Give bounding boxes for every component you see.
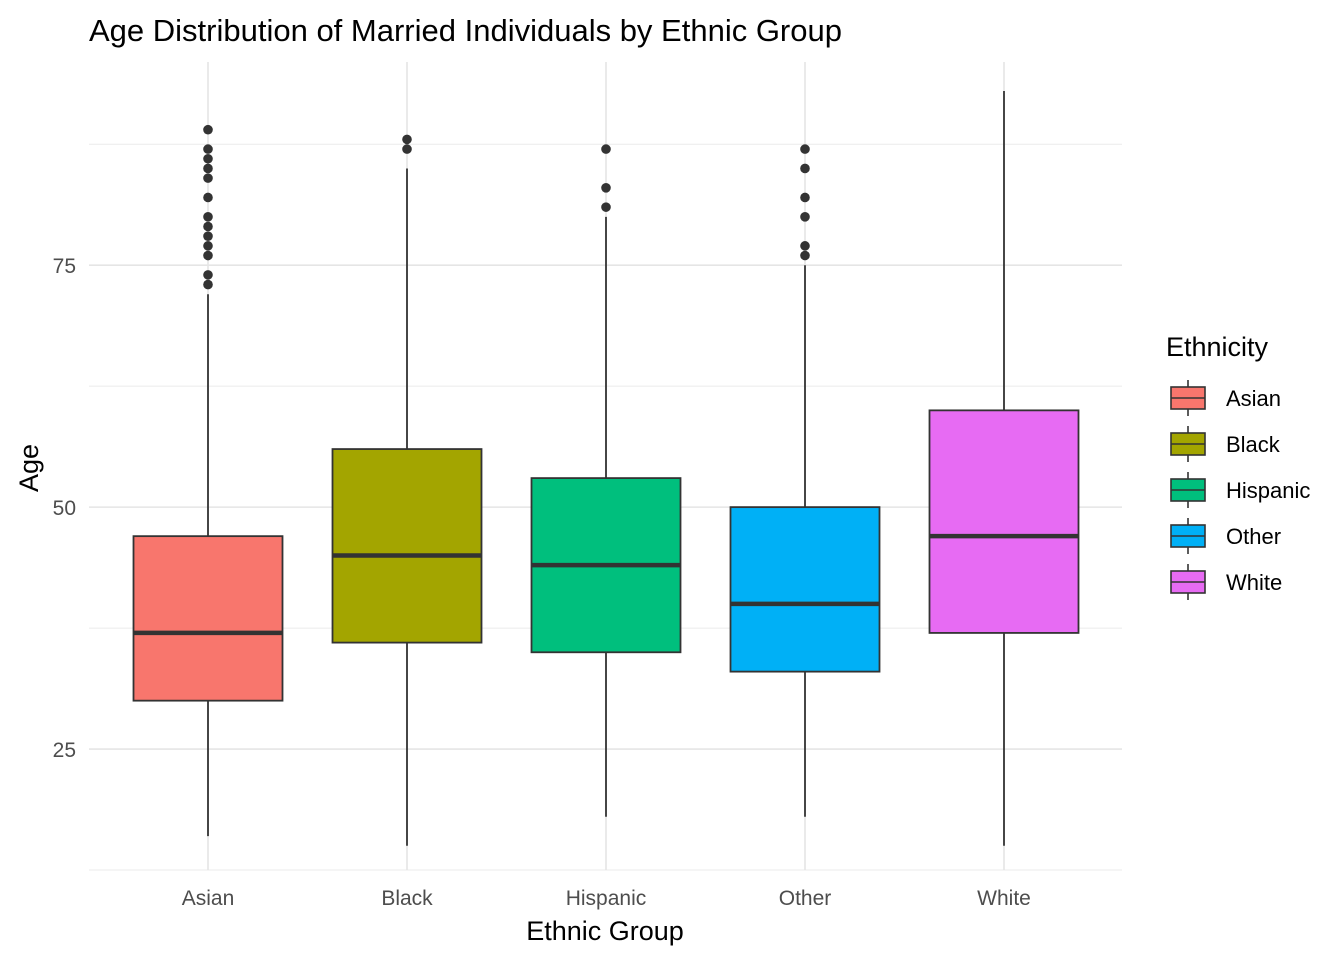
legend-label: Hispanic [1226,478,1310,503]
box-iqr [331,448,483,644]
outlier-point [800,250,810,261]
legend-title: Ethnicity [1166,332,1269,362]
outlier-point [203,153,213,164]
outlier-point [203,221,213,232]
outlier-point [402,134,412,145]
outlier-point [203,124,213,135]
chart-title: Age Distribution of Married Individuals … [89,13,842,48]
outlier-point [203,279,213,290]
box-other [729,144,881,817]
outlier-point [800,163,810,174]
outlier-point [402,144,412,154]
legend-item-hispanic: Hispanic [1170,472,1310,508]
legend-item-black: Black [1170,426,1281,462]
legend-item-asian: Asian [1170,380,1281,416]
outlier-point [203,163,213,174]
legend-label: Asian [1226,386,1281,411]
x-tick-label: White [977,887,1031,910]
x-tick-label: Black [381,887,433,910]
outlier-point [601,144,611,154]
legend-label: Other [1226,524,1281,549]
legend-items: Asian Black Hispanic Other White [1170,380,1310,600]
outlier-point [800,241,810,251]
outlier-point [203,212,213,222]
box-iqr [132,535,284,702]
x-axis-ticks: Asian Black Hispanic Other White [182,887,1031,910]
x-axis-label: Ethnic Group [526,916,684,946]
outlier-point [203,144,213,154]
box-iqr [928,409,1080,634]
y-tick-label: 50 [53,497,76,520]
box-hispanic [530,144,682,817]
boxes-layer [132,91,1080,846]
outlier-point [203,173,213,183]
y-axis-ticks: 25 50 75 [53,255,76,762]
outlier-point [800,212,810,222]
outlier-point [800,144,810,154]
legend-item-white: White [1170,564,1282,600]
legend: Ethnicity Asian Black Hispanic Other White [1166,332,1310,600]
outlier-point [203,231,213,241]
outlier-point [601,182,611,193]
y-tick-label: 75 [53,255,76,278]
outlier-point [601,202,611,212]
box-black [331,134,483,846]
outlier-point [203,192,213,203]
box-white [928,91,1080,846]
legend-label: White [1226,570,1282,595]
outlier-point [203,250,213,261]
x-tick-label: Other [779,887,832,910]
x-tick-label: Hispanic [566,887,647,910]
y-axis-label: Age [14,444,44,492]
legend-label: Black [1226,432,1281,457]
box-asian [132,124,284,837]
outlier-point [203,241,213,251]
box-iqr [729,506,881,673]
x-tick-label: Asian [182,887,235,910]
y-tick-label: 25 [53,739,76,762]
outlier-point [203,270,213,280]
outlier-point [800,192,810,203]
legend-item-other: Other [1170,518,1281,554]
